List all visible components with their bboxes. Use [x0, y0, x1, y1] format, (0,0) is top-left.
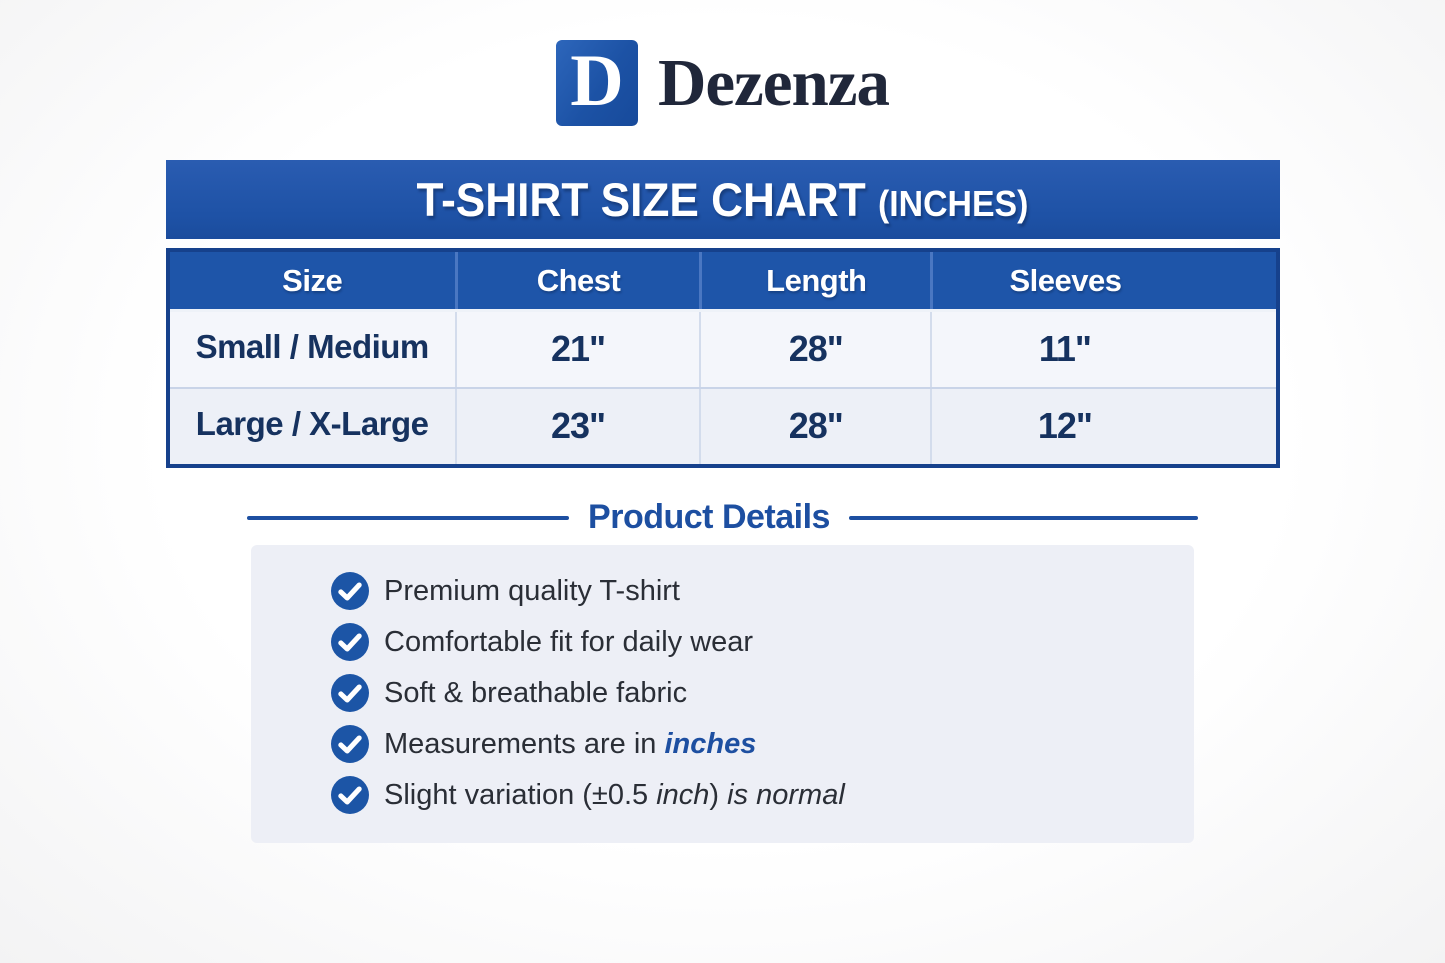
size-chart-table: Size Chest Length Sleeves Small / Medium…: [165, 248, 1280, 468]
check-icon: [331, 674, 369, 712]
list-item: Slight variation (±0.5 inch) is normal: [331, 776, 1194, 814]
check-icon: [331, 776, 369, 814]
item-text-main: Premium quality T-shirt: [384, 574, 680, 607]
item-text-em: inch: [656, 778, 710, 811]
size-chart-unit: (INCHES): [878, 183, 1029, 224]
cell-length: 28": [699, 312, 930, 387]
cell-chest: 21": [454, 312, 699, 387]
cell-sleeves: 11": [930, 312, 1275, 387]
size-chart-title: T-SHIRT SIZE CHART (INCHES): [417, 172, 1029, 227]
list-item-text: Comfortable fit for daily wear: [384, 626, 753, 659]
column-header-length: Length: [699, 252, 930, 309]
product-details-heading: Product Details: [0, 498, 1445, 537]
list-item-text: Premium quality T-shirt: [384, 575, 680, 608]
list-item-text: Slight variation (±0.5 inch) is normal: [384, 779, 845, 812]
item-text-em: is normal: [727, 778, 845, 811]
column-header-chest: Chest: [454, 252, 699, 309]
cell-size: Large / X-Large: [195, 405, 429, 442]
item-text-main: Soft & breathable fabric: [384, 676, 688, 709]
table-row: Small / Medium 21" 28" 11": [169, 312, 1276, 387]
divider-line-right: [848, 515, 1198, 520]
list-item: Comfortable fit for daily wear: [331, 623, 1194, 661]
divider-line-left: [247, 515, 570, 520]
item-text-main: Comfortable fit for daily wear: [384, 625, 754, 658]
product-details-title: Product Details: [588, 498, 830, 536]
item-text-main: Measurements are in: [384, 727, 665, 760]
cell-sleeves: 12": [930, 389, 1275, 464]
table-row: Large / X-Large 23" 28" 12": [169, 387, 1276, 464]
check-icon: [331, 725, 369, 763]
brand-name: Dezenza: [657, 45, 890, 120]
size-chart-banner: T-SHIRT SIZE CHART (INCHES): [165, 160, 1280, 239]
item-text-main: Slight variation (±0.5: [384, 778, 657, 811]
table-header-row: Size Chest Length Sleeves: [169, 252, 1276, 312]
list-item-text: Soft & breathable fabric: [384, 677, 687, 710]
cell-length: 28": [699, 389, 930, 464]
brand-logo-icon: D: [555, 40, 638, 126]
cell-size: Small / Medium: [195, 328, 430, 365]
list-item: Measurements are in inches: [331, 725, 1194, 763]
item-text-accent: inches: [664, 727, 757, 760]
column-header-sleeves: Sleeves: [930, 252, 1275, 309]
check-icon: [331, 623, 369, 661]
list-item: Soft & breathable fabric: [331, 674, 1194, 712]
cell-chest: 23": [454, 389, 699, 464]
item-text-mid: ): [709, 778, 728, 811]
brand-logo-letter: D: [570, 40, 624, 122]
page: D Dezenza T-SHIRT SIZE CHART (INCHES) Si…: [0, 0, 1445, 843]
check-icon: [331, 572, 369, 610]
column-header-size: Size: [282, 263, 343, 298]
list-item: Premium quality T-shirt: [331, 572, 1194, 610]
brand-logo: D Dezenza: [0, 0, 1445, 126]
product-details-panel: Premium quality T-shirt Comfortable fit …: [251, 545, 1194, 843]
list-item-text: Measurements are in inches: [384, 728, 756, 761]
size-chart-title-text: T-SHIRT SIZE CHART: [416, 173, 866, 226]
